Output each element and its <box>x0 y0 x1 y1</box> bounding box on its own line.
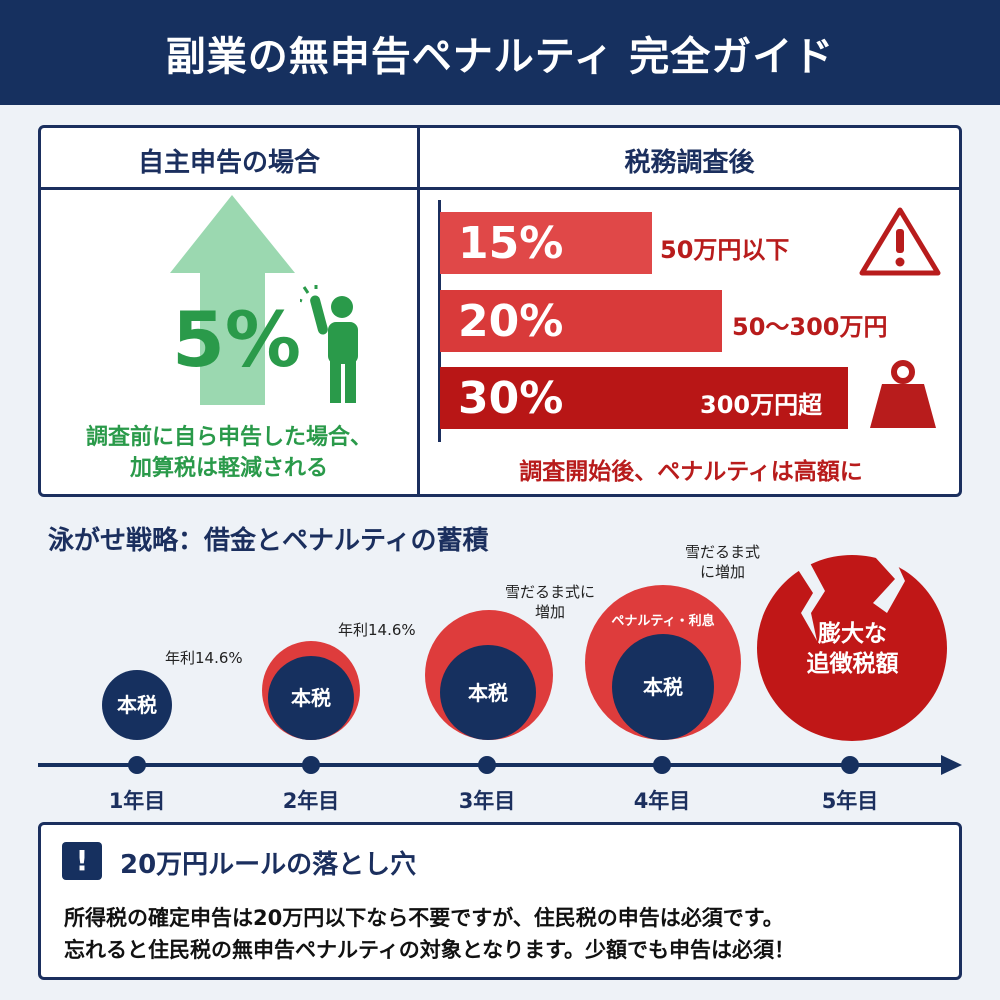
bar-15: 15% <box>440 212 652 274</box>
year-label: 3年目 <box>458 789 516 813</box>
penalty-label: ペナルティ・利息 <box>611 614 715 629</box>
year4-tax-circle: 本税 <box>612 634 714 740</box>
audit-heading: 税務調査後 <box>624 148 755 178</box>
voluntary-desc-line: 調査前に自ら申告した場合、 <box>85 425 372 450</box>
snowball-annotation: 増加 <box>534 603 565 622</box>
up-arrow-icon <box>170 195 295 405</box>
voluntary-rate: 5% <box>172 295 302 384</box>
divider <box>41 187 959 190</box>
year2-tax-circle: 本税 <box>268 656 354 740</box>
rule-line: 忘れると住民税の無申告ペナルティの対象となります。少額でも申告は必須！ <box>64 938 796 962</box>
page-title: 副業の無申告ペナルティ 完全ガイド <box>0 0 1000 105</box>
rule-title: 20万円ルールの落とし穴 <box>120 850 417 880</box>
bar-axis <box>438 200 441 442</box>
year-label: 4年目 <box>633 789 691 813</box>
year-label: 2年目 <box>282 789 340 813</box>
voluntary-heading: 自主申告の場合 <box>137 148 320 178</box>
rate-annotation: 年利14.6% <box>338 621 416 639</box>
timeline-dot <box>128 756 146 774</box>
snowball-annotation: 雪だるま式 <box>684 543 760 561</box>
timeline-dot <box>478 756 496 774</box>
year5-burst-circle <box>757 555 947 741</box>
snowball-annotation: 雪だるま式に <box>504 583 595 601</box>
rule-box <box>38 822 962 980</box>
bar-label: 50〜300万円 <box>732 313 888 341</box>
bar-30: 30% <box>440 367 848 429</box>
final-label-line: 膨大な <box>818 621 887 647</box>
bar-20: 20% <box>440 290 722 352</box>
person-raising-hand-icon <box>300 285 358 403</box>
bar-label: 50万円以下 <box>660 236 790 264</box>
timeline-dot <box>653 756 671 774</box>
warning-icon <box>859 207 941 276</box>
divider <box>417 128 420 494</box>
snowball-annotation: に増加 <box>699 563 745 582</box>
year1-tax-circle: 本税 <box>102 670 172 740</box>
year-label: 5年目 <box>821 789 879 813</box>
voluntary-desc-line: 加算税は軽減される <box>129 456 328 481</box>
timeline-title: 泳がせ戦略：借金とペナルティの蓄積 <box>48 526 489 556</box>
rule-line: 所得税の確定申告は20万円以下なら不要ですが、住民税の申告は必須です。 <box>64 906 784 930</box>
bar-label: 300万円超 <box>700 391 823 419</box>
year3-tax-circle: 本税 <box>440 645 536 740</box>
final-label-line: 追徴税額 <box>806 650 899 677</box>
exclamation-icon: ! <box>62 842 102 880</box>
year-label: 1年目 <box>108 789 166 813</box>
audit-note: 調査開始後、ペナルティは高額に <box>519 459 863 485</box>
rate-annotation: 年利14.6% <box>165 649 243 667</box>
weight-icon <box>870 360 936 428</box>
timeline-dot <box>302 756 320 774</box>
timeline-arrow <box>38 755 962 775</box>
timeline-dot <box>841 756 859 774</box>
